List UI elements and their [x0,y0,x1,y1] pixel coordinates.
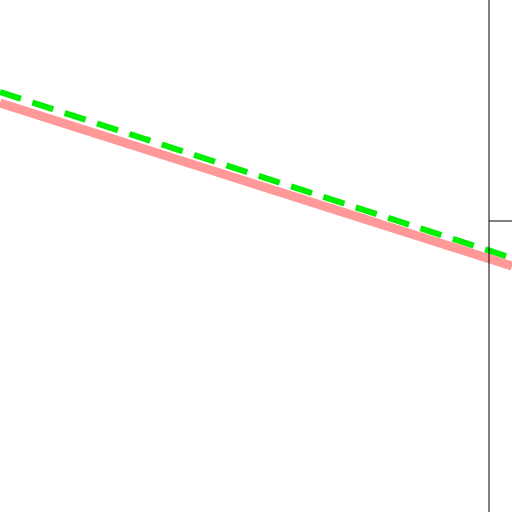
series-line-dashed [0,89,512,261]
series-line-solid [0,98,512,271]
axis-layer [488,0,512,512]
series-layer [0,89,512,271]
